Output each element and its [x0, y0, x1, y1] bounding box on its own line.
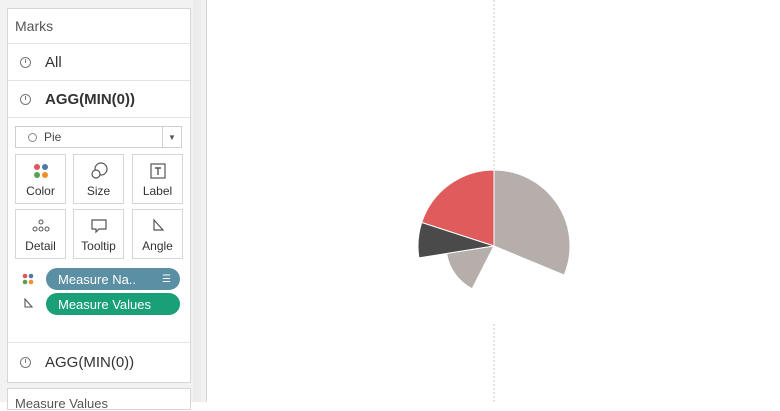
- color-dots-icon: [33, 158, 49, 184]
- measure-values-pill[interactable]: Measure Values: [46, 293, 180, 315]
- pie-slice-0[interactable]: [421, 169, 495, 247]
- pill-label: Measure Na..: [58, 271, 137, 287]
- pie-slice-1[interactable]: [417, 221, 495, 259]
- mark-type-dropdown[interactable]: Pie ▼: [15, 126, 182, 148]
- angle-icon: [151, 213, 165, 239]
- marks-card-title: Marks: [15, 18, 54, 34]
- button-label: Angle: [142, 239, 173, 253]
- color-shelf-row: Measure Na.. ☰: [20, 268, 180, 290]
- label-button[interactable]: Label: [132, 154, 183, 204]
- pie-mark-icon: [20, 57, 31, 68]
- chevron-down-icon[interactable]: ▼: [162, 127, 181, 147]
- marks-layer-label: AGG(MIN(0)): [45, 353, 135, 371]
- tooltip-icon: [90, 213, 108, 239]
- detail-button[interactable]: Detail: [15, 209, 66, 259]
- size-icon: [90, 158, 108, 184]
- label-icon: [149, 158, 166, 184]
- color-button[interactable]: Color: [15, 154, 66, 204]
- pie-mark-icon: [20, 94, 31, 105]
- mark-type-value: Pie: [44, 130, 62, 144]
- marks-layer-agg[interactable]: AGG(MIN(0)): [8, 80, 190, 118]
- button-label: Size: [86, 184, 111, 198]
- tooltip-button[interactable]: Tooltip: [73, 209, 124, 259]
- button-label: Detail: [25, 239, 56, 253]
- measure-names-pill[interactable]: Measure Na.. ☰: [46, 268, 180, 290]
- measure-values-card-title: Measure Values: [15, 396, 108, 411]
- panel-scrollbar[interactable]: [193, 0, 201, 402]
- marks-layer-all[interactable]: All: [8, 43, 190, 81]
- detail-icon: [32, 213, 50, 239]
- color-dots-icon: [20, 273, 36, 285]
- angle-shelf-row: Measure Values: [20, 293, 180, 315]
- marks-layer-label: AGG(MIN(0)): [45, 91, 135, 108]
- pie-slice-4[interactable]: [493, 169, 571, 276]
- button-label: Tooltip: [81, 239, 116, 253]
- angle-icon: [20, 298, 36, 310]
- pie-slice-3[interactable]: [458, 245, 565, 323]
- angle-button[interactable]: Angle: [132, 209, 183, 259]
- button-label: Color: [26, 184, 55, 198]
- pie-mark-icon: [28, 132, 37, 142]
- marks-layer-agg-2[interactable]: AGG(MIN(0)): [8, 342, 190, 381]
- sort-icon[interactable]: ☰: [162, 273, 171, 285]
- marks-card: Marks All AGG(MIN(0)) Pie ▼ Color Size: [7, 8, 191, 383]
- pie-chart: [417, 0, 571, 402]
- marks-layer-label: All: [45, 54, 62, 71]
- size-button[interactable]: Size: [73, 154, 124, 204]
- button-label: Label: [142, 184, 173, 198]
- measure-values-card: Measure Values: [7, 388, 191, 411]
- pie-mark-icon: [20, 356, 31, 368]
- divider: [8, 117, 190, 118]
- pill-label: Measure Values: [58, 296, 151, 312]
